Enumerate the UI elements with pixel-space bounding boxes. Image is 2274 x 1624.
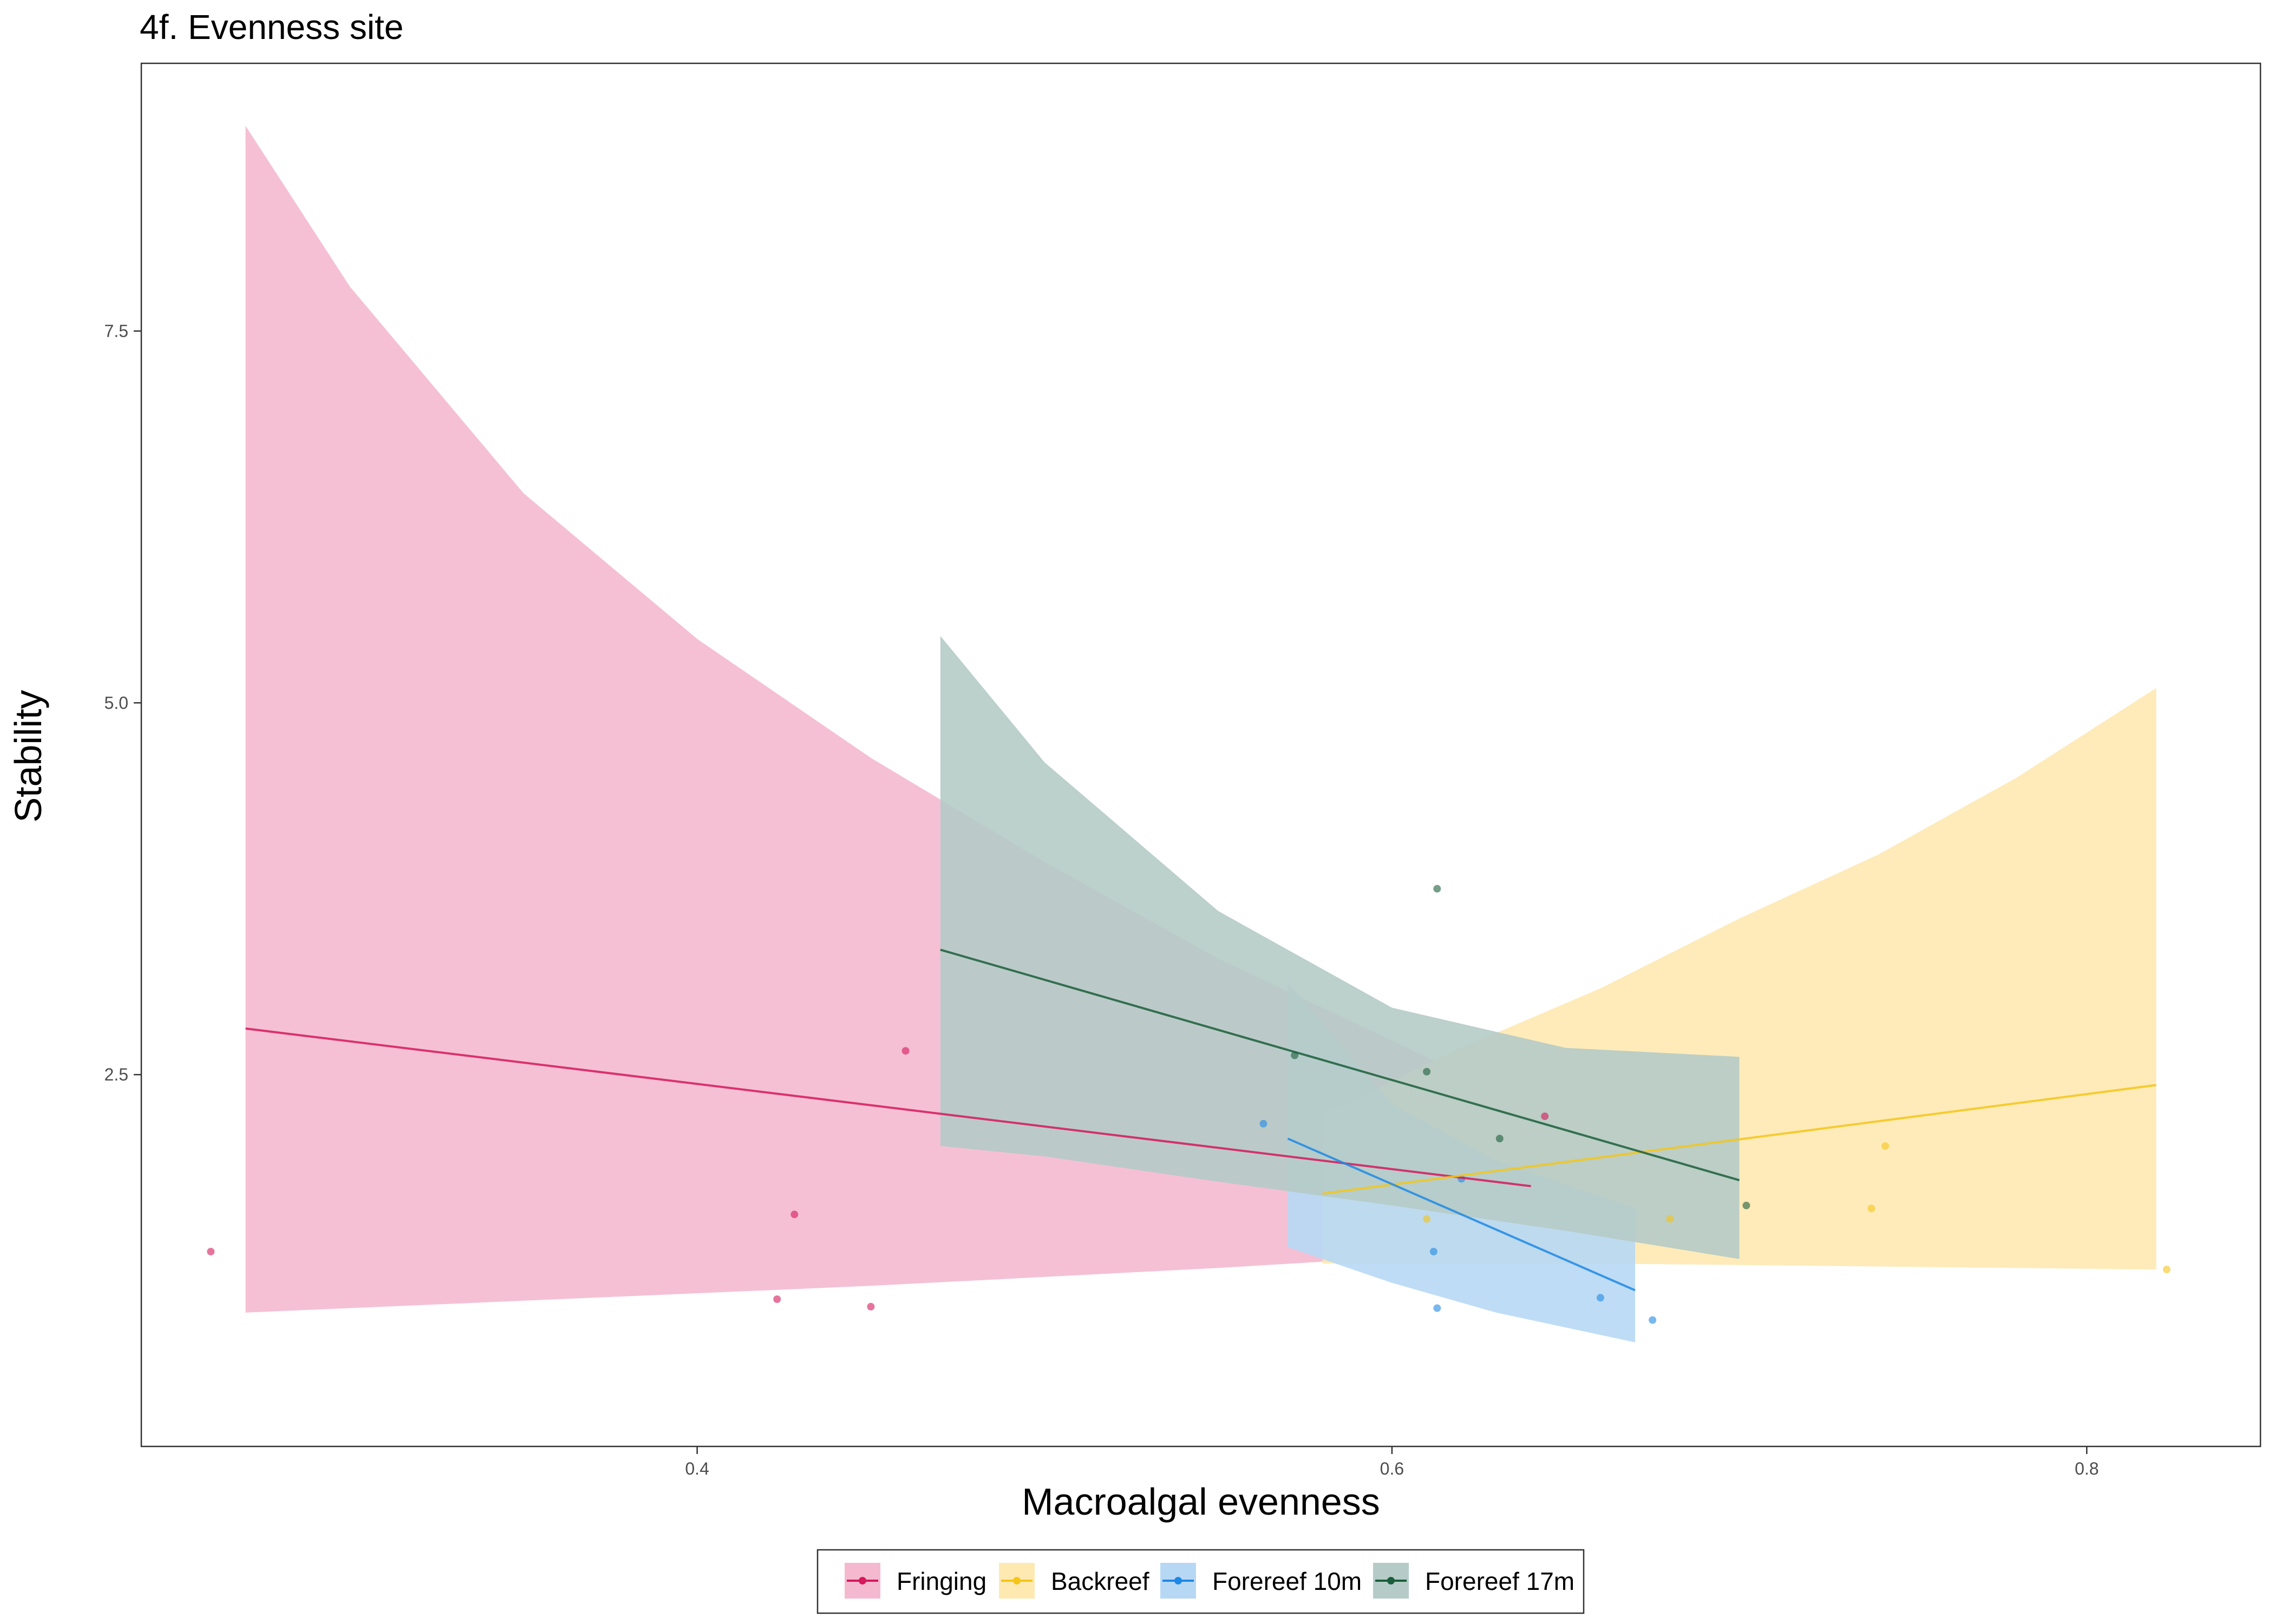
data-point-series-1 <box>1881 1142 1889 1150</box>
chart-title: 4f. Evenness site <box>140 8 403 47</box>
data-point-series-1 <box>1867 1204 1876 1213</box>
plot-area <box>140 62 2262 1448</box>
legend-box <box>816 1549 1585 1614</box>
data-point-series-3 <box>1742 1201 1750 1209</box>
data-point-series-0 <box>773 1295 781 1303</box>
data-point-series-2 <box>1433 1304 1441 1312</box>
fit-line-series-1 <box>1322 1084 2157 1195</box>
ribbon-series-3 <box>940 636 1740 1259</box>
data-point-series-3 <box>1423 1068 1431 1076</box>
y-axis-title: Stability <box>7 690 49 822</box>
data-point-series-2 <box>1596 1294 1604 1302</box>
data-point-series-0 <box>790 1210 799 1219</box>
data-point-series-3 <box>1433 885 1441 893</box>
x-tick-label: 0.8 <box>2075 1459 2099 1478</box>
y-tick-label: 5.0 <box>104 693 128 712</box>
x-tick-label: 0.6 <box>1380 1459 1404 1478</box>
fit-line-series-0 <box>245 1027 1531 1188</box>
legend-item: Backreef <box>999 1563 1149 1599</box>
data-point-series-0 <box>207 1248 215 1256</box>
data-point-series-3 <box>1495 1135 1504 1143</box>
legend-key-point <box>1387 1577 1395 1584</box>
legend: Fringing Backreef Forereef 10m Forereef 17m <box>816 1549 1585 1614</box>
y-axis: 2.5 5.0 7.5 <box>104 322 141 1084</box>
y-tick-label: 2.5 <box>104 1065 128 1084</box>
legend-label: Forereef 17m <box>1425 1567 1574 1595</box>
y-tick-label: 7.5 <box>104 322 128 341</box>
data-point-series-2 <box>1649 1316 1657 1324</box>
legend-label: Fringing <box>897 1567 986 1595</box>
data-point-series-0 <box>901 1047 910 1055</box>
legend-label: Backreef <box>1051 1567 1149 1595</box>
data-point-series-0 <box>1541 1112 1549 1121</box>
data-point-series-0 <box>867 1302 875 1311</box>
legend-key-point <box>859 1577 866 1584</box>
data-point-series-1 <box>1423 1215 1431 1223</box>
x-axis-title: Macroalgal evenness <box>1022 1481 1380 1523</box>
legend-key-point <box>1013 1577 1021 1584</box>
fit-line-series-3 <box>940 948 1740 1182</box>
data-point-series-2 <box>1429 1248 1437 1256</box>
legend-item: Forereef 17m <box>1373 1563 1574 1599</box>
legend-item: Forereef 10m <box>1160 1563 1362 1599</box>
legend-key-point <box>1174 1577 1182 1584</box>
legend-label: Forereef 10m <box>1212 1567 1362 1595</box>
x-axis: 0.4 0.6 0.8 <box>685 1446 2099 1478</box>
legend-item: Fringing <box>845 1563 986 1599</box>
fit-line-series-2 <box>1287 1137 1636 1292</box>
data-point-series-1 <box>1666 1215 1674 1223</box>
plot-border <box>140 62 2262 1448</box>
data-point-series-1 <box>2162 1266 2171 1274</box>
x-tick-label: 0.4 <box>685 1459 709 1478</box>
data-point-series-2 <box>1259 1119 1267 1128</box>
